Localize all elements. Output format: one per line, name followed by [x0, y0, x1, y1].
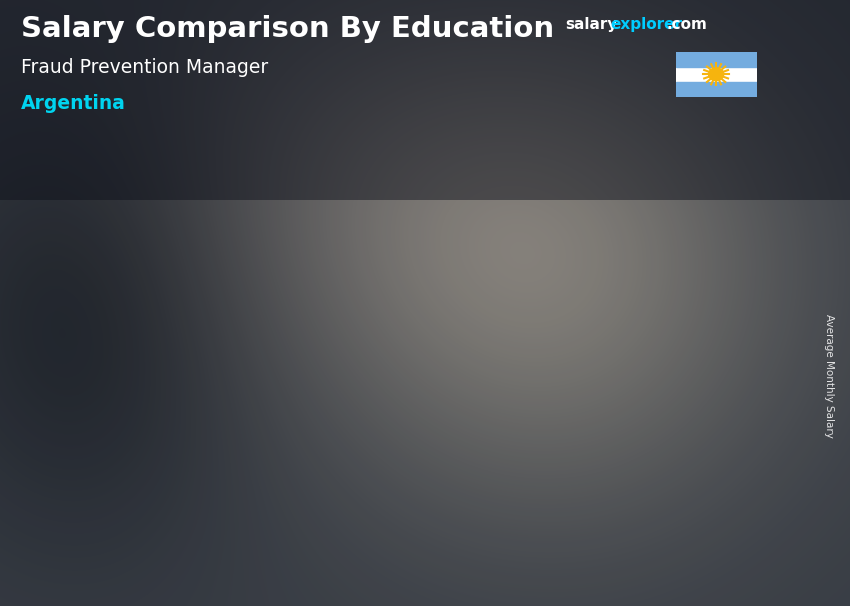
Polygon shape [119, 358, 233, 368]
Text: Argentina: Argentina [21, 94, 126, 113]
Polygon shape [366, 318, 459, 527]
Text: salary: salary [565, 17, 618, 32]
Text: Fraud Prevention Manager: Fraud Prevention Manager [21, 58, 269, 76]
Text: explorer: explorer [610, 17, 683, 32]
Text: Salary Comparison By Education: Salary Comparison By Education [21, 15, 554, 43]
Polygon shape [212, 358, 233, 527]
Polygon shape [612, 230, 726, 241]
Polygon shape [706, 230, 726, 527]
Polygon shape [366, 307, 479, 318]
Text: +37%: +37% [510, 150, 586, 174]
Text: 97,200 ARS: 97,200 ARS [621, 204, 717, 219]
Bar [676, 82, 756, 97]
Polygon shape [459, 307, 479, 527]
Text: .com: .com [666, 17, 707, 32]
Text: Average Monthly Salary: Average Monthly Salary [824, 314, 834, 438]
Bar [676, 52, 756, 67]
Text: +32%: +32% [264, 234, 339, 258]
Polygon shape [119, 368, 212, 527]
Circle shape [709, 68, 723, 81]
Text: 70,900 ARS: 70,900 ARS [375, 282, 470, 297]
Polygon shape [612, 241, 706, 527]
Text: 53,800 ARS: 53,800 ARS [128, 333, 224, 347]
